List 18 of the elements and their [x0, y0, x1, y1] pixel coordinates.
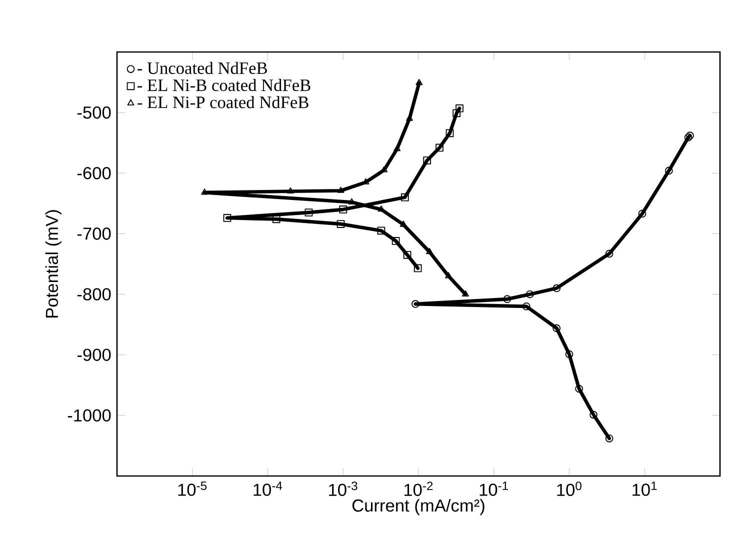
x-tick-label: 10$^{0}$ — [557, 482, 582, 496]
legend-label: - Uncoated NdFeB — [138, 62, 267, 74]
x-axis-title: Current (mA/cm²) — [352, 498, 484, 516]
x-tick-label: 10$^{1}$ — [632, 482, 657, 496]
x-tick-label: 10$^{-1}$ — [480, 482, 508, 496]
y-tick-label: -1000 — [68, 409, 111, 422]
legend-label: - EL Ni-P coated NdFeB — [138, 96, 308, 108]
y-tick-label: -800 — [77, 288, 111, 300]
x-tick-label: 10$^{-2}$ — [404, 482, 433, 496]
y-tick-label: -600 — [77, 166, 111, 180]
legend-label: - EL Ni-B coated NdFeB — [138, 78, 310, 92]
y-tick-label: -700 — [77, 228, 111, 240]
x-tick-label: 10$^{-5}$ — [178, 482, 207, 496]
y-tick-label: -900 — [77, 348, 111, 361]
y-tick-label: -500 — [77, 106, 111, 119]
x-tick-label: 10$^{-3}$ — [329, 482, 358, 496]
x-tick-label: 10$^{-4}$ — [254, 482, 282, 496]
y-axis-title: Potential (mV) — [45, 210, 62, 318]
